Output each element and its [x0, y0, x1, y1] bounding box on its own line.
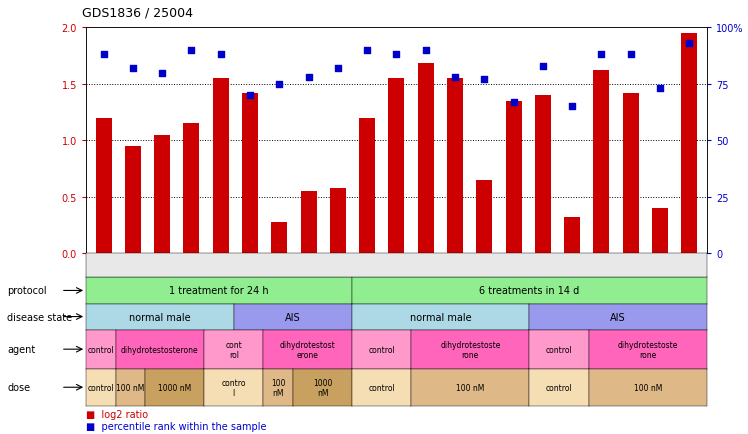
Bar [183, 124, 200, 254]
Bar [593, 71, 610, 254]
Point [684, 40, 696, 47]
Point [127, 66, 139, 72]
Point [595, 52, 607, 59]
Point [186, 47, 197, 54]
Text: protocol: protocol [7, 286, 47, 296]
Point [508, 99, 520, 106]
Bar [564, 218, 580, 254]
Text: agent: agent [7, 345, 36, 354]
Point [537, 63, 549, 70]
Text: contro
l: contro l [221, 378, 246, 397]
Bar [359, 118, 375, 254]
Bar [388, 79, 405, 254]
Text: normal male: normal male [129, 312, 191, 322]
Text: dose: dose [7, 382, 31, 392]
Text: disease state: disease state [7, 312, 73, 322]
Text: AIS: AIS [610, 312, 626, 322]
Point [303, 74, 315, 81]
Text: dihydrotestoste
rone: dihydrotestoste rone [440, 340, 500, 358]
Bar [476, 181, 492, 254]
Point [478, 77, 490, 84]
Text: dihydrotestoste
rone: dihydrotestoste rone [618, 340, 678, 358]
Point [449, 74, 461, 81]
Text: AIS: AIS [285, 312, 301, 322]
Text: ■  log2 ratio: ■ log2 ratio [86, 409, 148, 419]
Text: control: control [88, 345, 114, 354]
Text: 100 nM: 100 nM [116, 383, 144, 392]
Bar [212, 79, 229, 254]
Point [654, 85, 666, 92]
Point [273, 81, 285, 88]
Text: control: control [88, 383, 114, 392]
Text: control: control [368, 383, 395, 392]
Text: control: control [545, 345, 572, 354]
Bar [681, 34, 697, 254]
Bar [125, 147, 141, 254]
Point [420, 47, 432, 54]
Text: 100
nM: 100 nM [271, 378, 286, 397]
Text: dihydrotestosterone: dihydrotestosterone [121, 345, 199, 354]
Bar [272, 222, 287, 254]
Point [566, 104, 578, 111]
Point [332, 66, 344, 72]
Text: GDS1836 / 25004: GDS1836 / 25004 [82, 7, 193, 20]
Text: 1000
nM: 1000 nM [313, 378, 332, 397]
Point [625, 52, 637, 59]
Point [97, 52, 109, 59]
Point [390, 52, 402, 59]
Text: ■  percentile rank within the sample: ■ percentile rank within the sample [86, 421, 266, 431]
Text: 1000 nM: 1000 nM [158, 383, 191, 392]
Bar [96, 118, 111, 254]
Bar [652, 209, 668, 254]
Text: 100 nM: 100 nM [634, 383, 662, 392]
Bar [447, 79, 463, 254]
Bar [330, 188, 346, 254]
Text: 100 nM: 100 nM [456, 383, 485, 392]
Point [361, 47, 373, 54]
Bar [535, 96, 551, 254]
Text: control: control [368, 345, 395, 354]
Point [156, 70, 168, 77]
Text: 6 treatments in 14 d: 6 treatments in 14 d [479, 286, 580, 296]
Bar [506, 102, 521, 254]
Text: cont
rol: cont rol [225, 340, 242, 358]
Bar [417, 64, 434, 254]
Point [215, 52, 227, 59]
Point [244, 92, 256, 99]
Bar [301, 192, 316, 254]
Text: normal male: normal male [410, 312, 471, 322]
Bar [242, 94, 258, 254]
Bar [622, 94, 639, 254]
Text: dihydrotestost
erone: dihydrotestost erone [280, 340, 336, 358]
Text: 1 treatment for 24 h: 1 treatment for 24 h [169, 286, 269, 296]
Text: control: control [545, 383, 572, 392]
Bar [154, 135, 171, 254]
